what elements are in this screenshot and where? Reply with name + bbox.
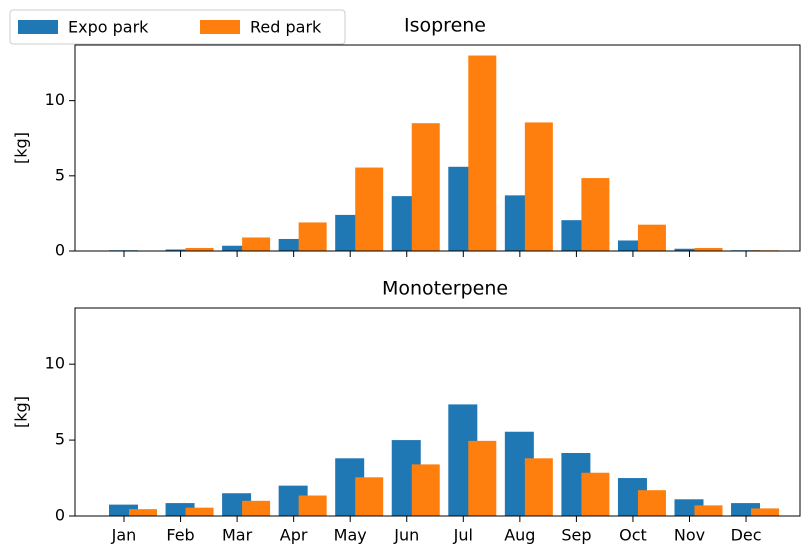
bar xyxy=(637,224,666,251)
y-tick-label: 5 xyxy=(55,165,65,184)
legend-box xyxy=(9,9,346,45)
x-tick-label: Jun xyxy=(393,526,419,545)
y-tick-label: 10 xyxy=(45,354,65,373)
chart-title: Isoprene xyxy=(404,15,486,37)
bar xyxy=(222,245,252,251)
y-tick-label: 0 xyxy=(55,241,65,260)
axes-frame xyxy=(74,307,801,517)
chart-title: Monoterpene xyxy=(382,278,508,300)
bar xyxy=(751,508,780,516)
bar xyxy=(581,472,610,516)
legend-label: Expo park xyxy=(68,18,149,37)
bar xyxy=(524,122,553,251)
bar xyxy=(355,477,384,516)
legend-swatch xyxy=(200,20,240,34)
y-axis-label: [kg] xyxy=(12,396,31,428)
bar xyxy=(185,507,214,516)
bar xyxy=(617,240,647,251)
bar xyxy=(355,167,384,251)
x-tick-label: Apr xyxy=(280,526,308,545)
y-axis-label: [kg] xyxy=(12,132,31,164)
bar xyxy=(468,440,497,516)
bar xyxy=(411,464,440,516)
bar xyxy=(242,237,271,251)
legend-label: Red park xyxy=(250,18,322,37)
bar xyxy=(694,505,723,516)
y-tick-label: 10 xyxy=(45,90,65,109)
bar xyxy=(298,495,327,516)
x-tick-label: May xyxy=(334,526,367,545)
x-tick-label: Aug xyxy=(504,526,535,545)
legend-swatch xyxy=(18,20,58,34)
bar xyxy=(298,222,327,251)
axes-frame xyxy=(74,44,801,252)
bar xyxy=(411,123,440,251)
bar xyxy=(468,55,497,252)
x-tick-label: Mar xyxy=(222,526,253,545)
x-tick-label: Jul xyxy=(453,526,473,545)
x-tick-label: Nov xyxy=(674,526,705,545)
bar xyxy=(242,500,271,516)
y-tick-label: 0 xyxy=(55,506,65,525)
x-tick-label: Feb xyxy=(166,526,194,545)
bar xyxy=(581,178,610,251)
bar xyxy=(185,247,214,251)
bar xyxy=(694,247,723,251)
bar xyxy=(637,490,666,516)
bar xyxy=(165,249,195,251)
y-tick-label: 5 xyxy=(55,430,65,449)
bar xyxy=(674,248,704,251)
bar xyxy=(129,509,157,516)
x-tick-label: Sep xyxy=(561,526,591,545)
x-tick-label: Oct xyxy=(619,526,647,545)
bar xyxy=(109,504,138,516)
x-tick-label: Dec xyxy=(731,526,762,545)
bar xyxy=(524,458,553,516)
x-tick-label: Jan xyxy=(111,526,137,545)
